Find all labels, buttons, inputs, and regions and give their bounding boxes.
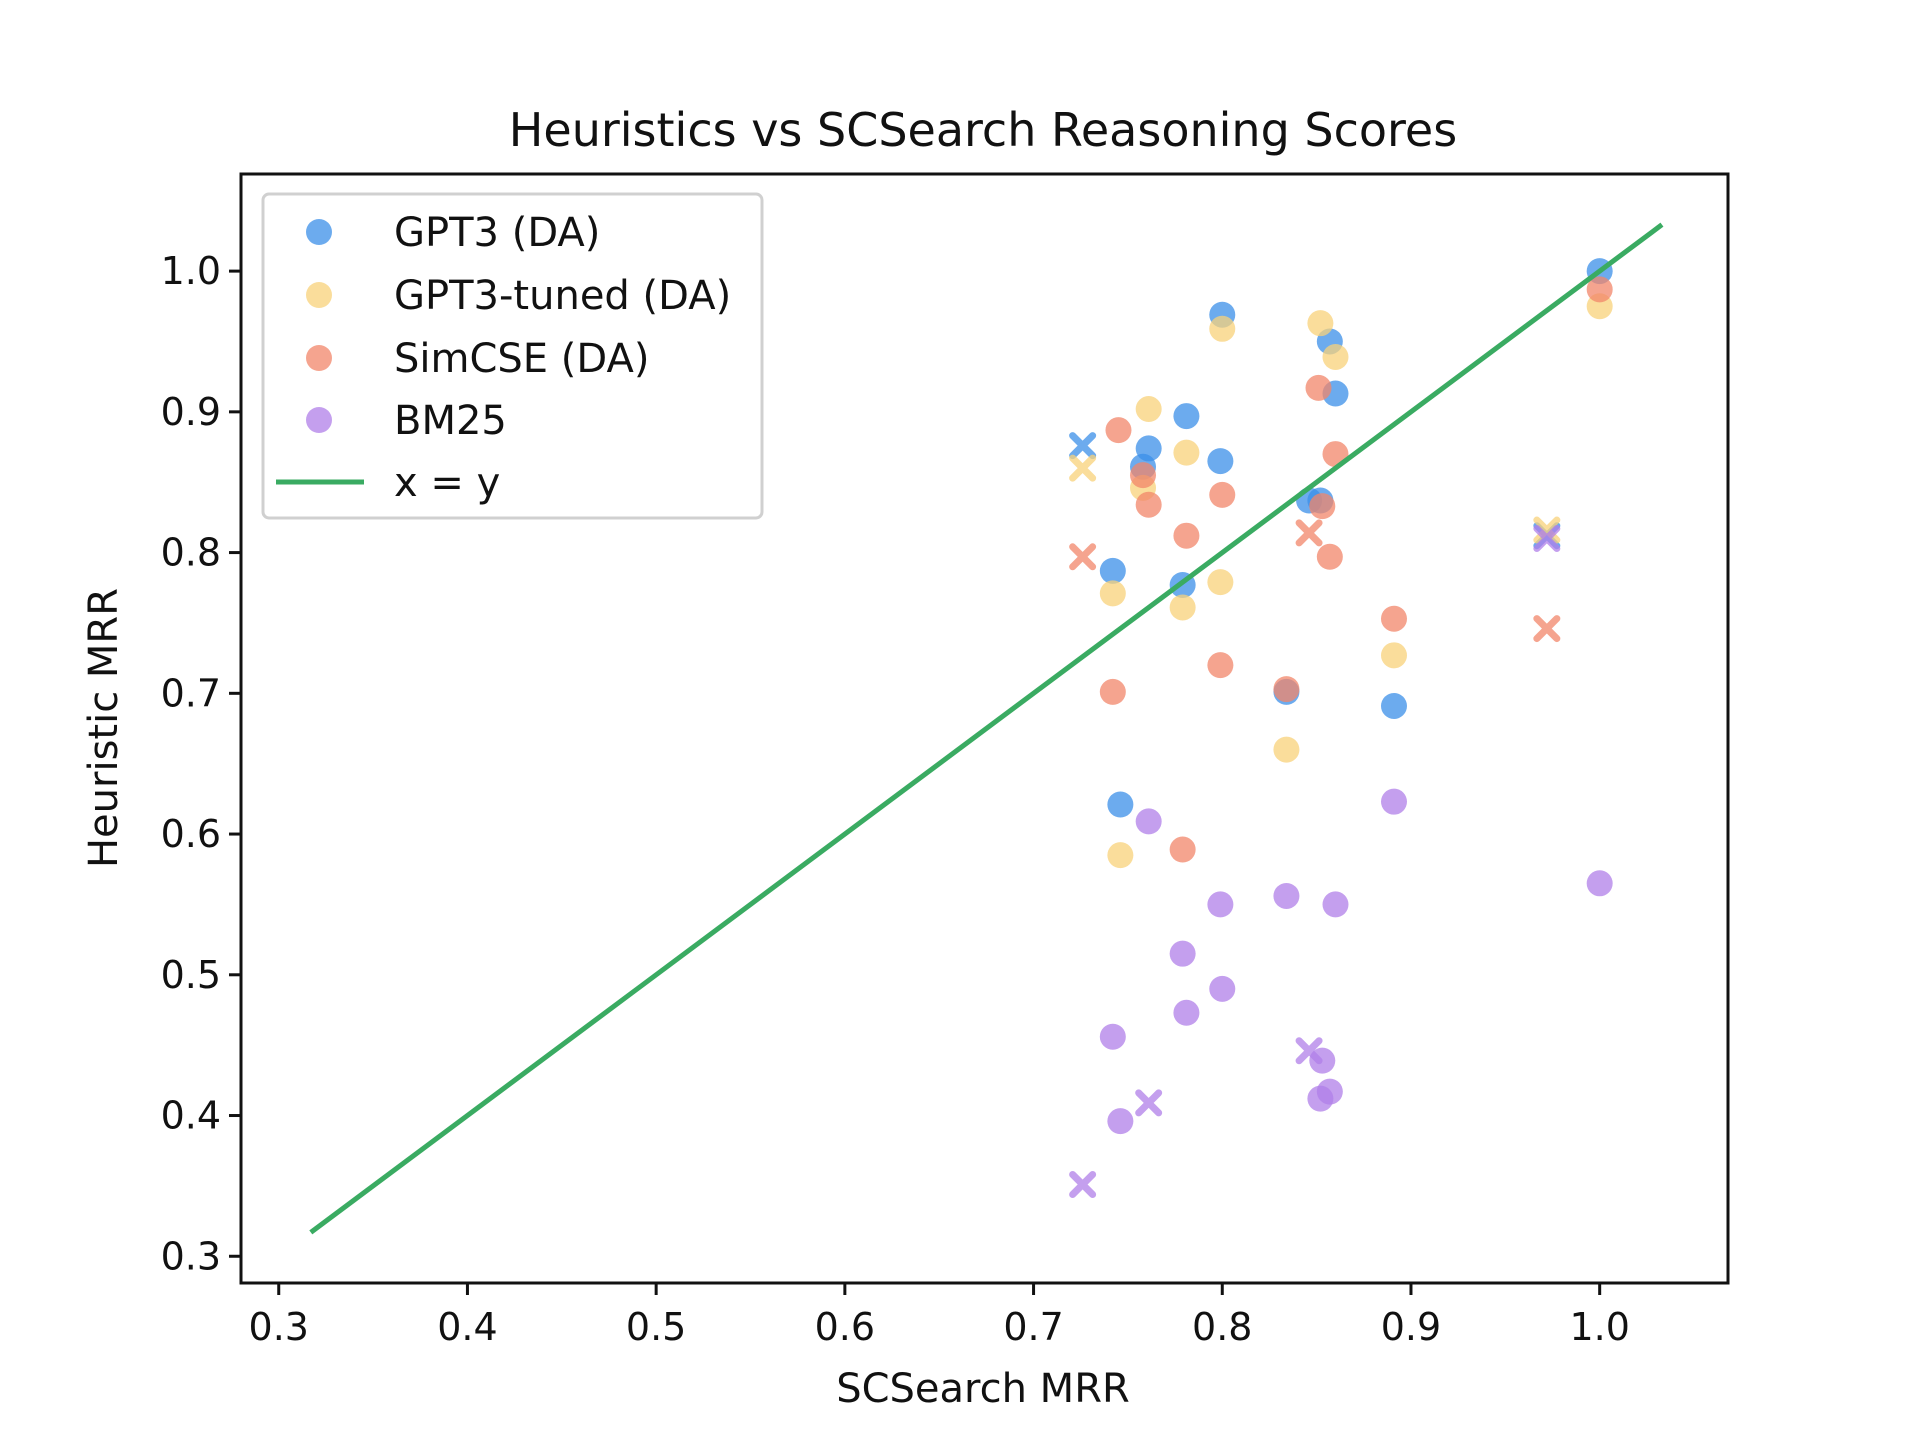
legend-label: x = y xyxy=(394,460,500,506)
data-point xyxy=(1169,594,1196,621)
legend-frame xyxy=(261,192,764,520)
legend-marker xyxy=(306,345,332,371)
x-axis-label: SCSearch MRR xyxy=(836,1366,1130,1412)
data-point xyxy=(1209,315,1236,342)
data-point xyxy=(1135,808,1162,835)
series-simcse-da xyxy=(1069,276,1613,863)
data-point xyxy=(1207,891,1234,918)
data-point xyxy=(1099,678,1126,705)
data-point xyxy=(1173,522,1200,549)
y-tick-label: 0.4 xyxy=(161,1094,221,1138)
data-point xyxy=(1209,975,1236,1002)
data-point-x xyxy=(1069,432,1097,460)
data-point xyxy=(1135,396,1162,423)
legend-marker xyxy=(306,219,332,245)
data-point-x xyxy=(1533,525,1561,553)
data-point xyxy=(1305,374,1332,401)
reference-line-x-equals-y xyxy=(309,222,1664,1235)
data-point xyxy=(1380,788,1407,815)
data-point-x xyxy=(1069,454,1097,482)
series-gpt3-tuned-da xyxy=(1069,293,1613,869)
data-point xyxy=(1169,836,1196,863)
y-tick-label: 0.9 xyxy=(161,390,221,434)
legend-label: SimCSE (DA) xyxy=(394,336,649,382)
legend-label: GPT3 (DA) xyxy=(394,210,600,256)
data-point xyxy=(1173,403,1200,430)
data-point xyxy=(1586,276,1613,303)
data-point xyxy=(1207,652,1234,679)
data-point xyxy=(1135,435,1162,462)
data-point xyxy=(1207,569,1234,596)
data-point xyxy=(1322,891,1349,918)
legend-marker xyxy=(306,282,332,308)
data-point-x xyxy=(1295,519,1323,547)
data-point xyxy=(1380,692,1407,719)
x-tick-label: 1.0 xyxy=(1569,1305,1629,1349)
y-tick-label: 0.8 xyxy=(161,531,221,575)
data-point xyxy=(1316,543,1343,570)
data-point xyxy=(1107,1108,1134,1135)
plot-frame xyxy=(239,172,1730,1285)
y-tick-label: 1.0 xyxy=(161,249,221,293)
data-point xyxy=(1135,491,1162,518)
data-point-x xyxy=(1135,1089,1163,1117)
y-tick-label: 0.6 xyxy=(161,812,221,856)
x-tick-label: 0.4 xyxy=(437,1305,497,1349)
y-axis-label: Heuristic MRR xyxy=(81,588,127,868)
data-point xyxy=(1307,310,1334,337)
data-point xyxy=(1173,439,1200,466)
data-point xyxy=(1099,580,1126,607)
data-point-x xyxy=(1069,543,1097,571)
data-point xyxy=(1322,343,1349,370)
data-point xyxy=(1273,676,1300,703)
data-point xyxy=(1099,1023,1126,1050)
y-axis-ticks: 0.3 0.4 0.5 0.6 0.7 0.8 0.9 1.0 xyxy=(161,249,241,1278)
x-axis-ticks: 0.3 0.4 0.5 0.6 0.7 0.8 0.9 1.0 xyxy=(249,1283,1630,1349)
data-point xyxy=(1380,605,1407,632)
data-point xyxy=(1169,940,1196,967)
x-tick-label: 0.7 xyxy=(1003,1305,1063,1349)
chart-title: Heuristics vs SCSearch Reasoning Scores xyxy=(509,103,1457,157)
data-point-x xyxy=(1533,615,1561,643)
data-point xyxy=(1309,1047,1336,1074)
series-bm25 xyxy=(1069,525,1613,1198)
legend-label: BM25 xyxy=(394,398,507,444)
legend-label: GPT3-tuned (DA) xyxy=(394,273,731,319)
legend-marker xyxy=(306,407,332,433)
y-tick-label: 0.7 xyxy=(161,671,221,715)
data-point xyxy=(1173,999,1200,1026)
data-point xyxy=(1273,882,1300,909)
legend: GPT3 (DA) GPT3-tuned (DA) SimCSE (DA) BM25 x… xyxy=(261,192,764,520)
data-point xyxy=(1107,791,1134,818)
data-point xyxy=(1316,1078,1343,1105)
data-point-x xyxy=(1069,1170,1097,1198)
x-tick-label: 0.3 xyxy=(249,1305,309,1349)
x-tick-label: 0.5 xyxy=(626,1305,686,1349)
x-tick-label: 0.8 xyxy=(1192,1305,1252,1349)
data-point xyxy=(1130,462,1157,489)
y-tick-label: 0.5 xyxy=(161,953,221,997)
series-gpt3-da xyxy=(1069,258,1613,818)
data-point xyxy=(1207,448,1234,475)
data-points xyxy=(1069,258,1613,1198)
data-point xyxy=(1309,493,1336,520)
x-tick-label: 0.9 xyxy=(1381,1305,1441,1349)
reference-line-layer xyxy=(309,222,1664,1235)
data-point xyxy=(1105,417,1132,444)
data-point xyxy=(1273,736,1300,763)
data-point xyxy=(1099,557,1126,584)
data-point xyxy=(1586,870,1613,897)
data-point xyxy=(1209,481,1236,508)
y-tick-label: 0.3 xyxy=(161,1234,221,1278)
data-point xyxy=(1380,642,1407,669)
x-tick-label: 0.6 xyxy=(815,1305,875,1349)
data-point xyxy=(1107,842,1134,869)
